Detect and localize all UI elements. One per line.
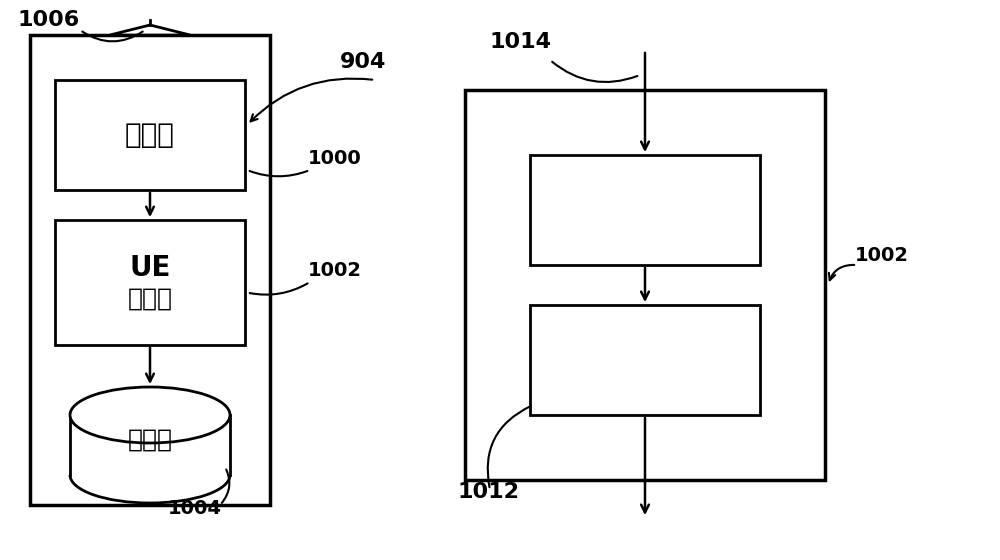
Bar — [530, 305, 760, 415]
Text: 处理器: 处理器 — [128, 287, 173, 310]
Bar — [55, 80, 245, 190]
Text: 1002: 1002 — [855, 246, 909, 265]
Bar — [530, 155, 760, 265]
Polygon shape — [110, 25, 190, 35]
Text: UE: UE — [129, 254, 171, 282]
Text: 存储器: 存储器 — [128, 428, 173, 452]
Text: 1014: 1014 — [490, 32, 552, 52]
Text: 1000: 1000 — [308, 149, 362, 168]
Bar — [465, 90, 825, 480]
Text: 1012: 1012 — [457, 482, 519, 502]
Text: 收发器: 收发器 — [125, 121, 175, 149]
Bar — [55, 220, 245, 345]
Bar — [30, 35, 270, 505]
Text: 1006: 1006 — [18, 10, 80, 30]
Bar — [70, 415, 230, 475]
Text: 1002: 1002 — [308, 261, 362, 280]
Text: 904: 904 — [340, 52, 386, 72]
Text: 1004: 1004 — [168, 499, 222, 518]
Ellipse shape — [70, 387, 230, 443]
